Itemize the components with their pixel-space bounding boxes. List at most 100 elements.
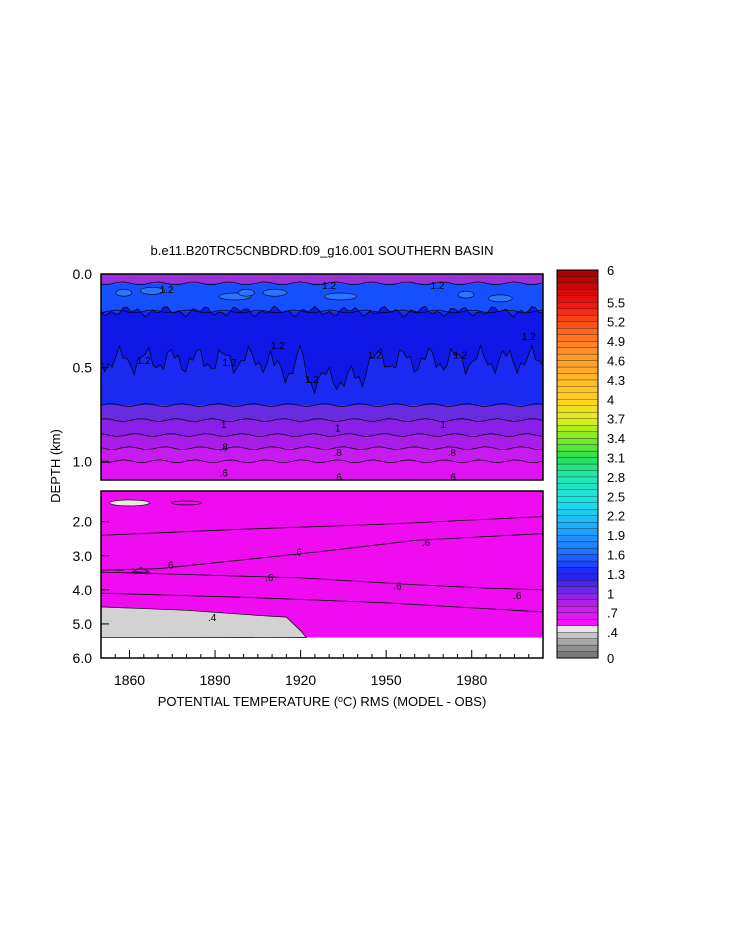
- chart-title: b.e11.B20TRC5CNBDRD.f09_g16.001 SOUTHERN…: [151, 243, 494, 258]
- surface-blob-5: [324, 292, 357, 301]
- upper-contour-label-6: 1.2: [305, 375, 319, 386]
- lower-blob-3: [132, 567, 150, 573]
- colorbar-swatch: [556, 379, 599, 387]
- colorbar-swatch: [556, 586, 599, 594]
- colorbar-swatch: [556, 405, 599, 413]
- colorbar-swatch: [556, 535, 599, 542]
- colorbar-label-11: 2.5: [607, 489, 625, 504]
- colorbar-swatch: [556, 450, 599, 458]
- upper-contour-line-2: [101, 309, 543, 314]
- lower-panel-field: .6 .6 .6 .6 .6 .6 .4: [101, 491, 543, 638]
- colorbar-swatch: [556, 282, 599, 290]
- colorbar-label-2: 5.2: [607, 315, 625, 330]
- colorbar-swatch: [556, 347, 599, 355]
- low-value-region: [101, 606, 308, 638]
- upper-contour-line-4: [101, 418, 543, 422]
- lower-contour-label-6: .4: [208, 613, 217, 624]
- colorbar-swatch: [556, 341, 599, 348]
- colorbar-swatch: [556, 334, 599, 342]
- colorbar-label-12: 2.2: [607, 509, 625, 524]
- upper-contour-label-0: 1.2: [160, 285, 174, 296]
- colorbar-swatch: [556, 483, 599, 490]
- x-axis-label: POTENTIAL TEMPERATURE (oC) RMS (MODEL - …: [158, 694, 487, 709]
- colorbar-swatch: [556, 651, 599, 659]
- upper-y-tick-label-0: 0.0: [73, 266, 93, 282]
- colorbar-frame: [556, 269, 599, 659]
- colorbar-swatch: [556, 302, 599, 309]
- colorbar-label-16: 1: [607, 586, 614, 601]
- upper-layer-7: [101, 461, 543, 480]
- upper-contour-label-13: .8: [219, 442, 228, 453]
- colorbar-swatch: [556, 373, 599, 381]
- colorbar-swatch: [556, 625, 599, 633]
- upper-contour-label-3: 1.2: [137, 356, 151, 367]
- upper-contour-label-14: .8: [334, 448, 343, 459]
- upper-contour-label-4: 1.2: [222, 358, 236, 369]
- upper-contour-label-2: 1.2: [431, 281, 445, 292]
- colorbar-label-3: 4.9: [607, 334, 625, 349]
- upper-contour-label-17: .6: [334, 472, 343, 483]
- upper-contour-line-6: [101, 446, 543, 451]
- upper-layer-5: [101, 435, 543, 449]
- surface-blob-7: [487, 294, 513, 303]
- upper-contour-label-15: .8: [448, 448, 457, 459]
- upper-contour-label-16: .6: [219, 469, 228, 480]
- colorbar-swatch: [556, 619, 599, 626]
- upper-contour-label-10: 1: [221, 420, 227, 431]
- colorbar-label-8: 3.4: [607, 431, 625, 446]
- colorbar-label-15: 1.3: [607, 567, 625, 582]
- colorbar-label-7: 3.7: [607, 412, 625, 427]
- upper-contour-line-3: [101, 403, 543, 407]
- colorbar-swatch: [556, 315, 599, 322]
- colorbar-swatch: [556, 528, 599, 536]
- colorbar-swatch: [556, 392, 599, 400]
- colorbar-label-13: 1.9: [607, 528, 625, 543]
- lower-contour-label-3: .6: [265, 573, 274, 584]
- x-tick-label-4: 1980: [456, 672, 487, 688]
- colorbar-swatch: [556, 438, 599, 445]
- colorbar-swatch: [556, 606, 599, 613]
- surface-blob-1: [140, 287, 165, 295]
- colorbar-swatch: [556, 612, 599, 620]
- lower-contour-line-1: [101, 533, 543, 571]
- colorbar-swatch: [556, 470, 599, 478]
- surface-blob-6: [457, 290, 475, 299]
- x-tick-label-0: 1860: [114, 672, 145, 688]
- colorbar-swatch: [556, 638, 599, 646]
- colorbar-label-0: 6: [607, 263, 614, 278]
- colorbar-swatch: [556, 463, 599, 471]
- colorbar-swatch: [556, 328, 599, 335]
- colorbar-swatch: [556, 599, 599, 607]
- lower-y-tick-label-0: 2.0: [73, 514, 93, 530]
- lower-y-tick-label-2: 4.0: [73, 582, 93, 598]
- colorbar-swatch: [556, 366, 599, 374]
- upper-layer-4: [101, 420, 543, 436]
- colorbar-swatch: [556, 444, 599, 452]
- colorbar-label-1: 5.5: [607, 295, 625, 310]
- colorbar-swatch: [556, 308, 599, 316]
- colorbar-label-17: .7: [607, 606, 618, 621]
- colorbar-label-19: 0: [607, 651, 614, 666]
- colorbar-swatch: [556, 289, 599, 296]
- colorbar-swatch: [556, 353, 599, 361]
- colorbar-swatch: [556, 295, 599, 303]
- lower-contour-line-2: [101, 571, 543, 591]
- surface-blob-0: [115, 288, 133, 297]
- colorbar-swatch: [556, 425, 599, 432]
- colorbar-label-18: .4: [607, 625, 618, 640]
- colorbar-swatch: [556, 580, 599, 587]
- upper-layer-6: [101, 448, 543, 462]
- upper-y-tick-label-1: 0.5: [73, 360, 93, 376]
- upper-contour-label-11: 1: [335, 424, 341, 435]
- colorbar-label-14: 1.6: [607, 548, 625, 563]
- colorbar-swatch: [556, 276, 599, 284]
- colorbar-swatch: [556, 489, 599, 497]
- lower-contour-label-0: .6: [294, 548, 303, 559]
- colorbar-swatch: [556, 515, 599, 523]
- upper-contour-label-1: 1.2: [322, 281, 336, 292]
- lower-contour-label-1: .6: [422, 538, 431, 549]
- lower-contour-label-5: .6: [513, 591, 522, 602]
- lower-y-tick-label-4: 6.0: [73, 650, 93, 666]
- colorbar-swatch: [556, 360, 599, 368]
